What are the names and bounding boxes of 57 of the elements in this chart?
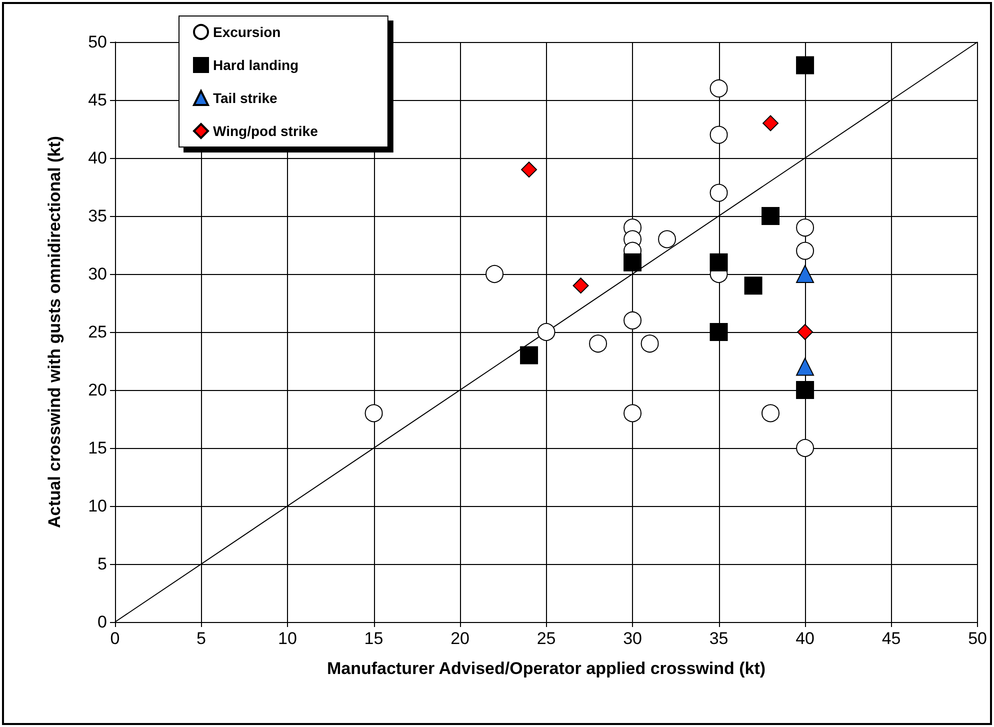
point [624, 253, 642, 272]
y-tick-label: 40 [88, 148, 107, 168]
point [624, 311, 642, 330]
point [796, 265, 814, 283]
point [796, 218, 814, 237]
x-tick-label: 35 [709, 629, 728, 648]
x-tick-label: 0 [110, 629, 120, 648]
y-tick-label: 10 [88, 496, 107, 516]
x-tick-label: 10 [278, 629, 297, 648]
y-tick-label: 35 [88, 206, 107, 226]
point [572, 278, 589, 294]
y-tick-label: 20 [88, 380, 107, 400]
point [710, 79, 728, 98]
point [537, 323, 556, 341]
point [521, 162, 538, 178]
legend-label: Excursion [213, 24, 281, 40]
y-tick-label: 25 [88, 322, 107, 342]
x-tick-label: 40 [796, 629, 814, 648]
y-tick-label: 0 [98, 612, 107, 632]
x-tick-label: 30 [623, 629, 642, 648]
y-tick-label: 5 [98, 554, 107, 574]
x-tick-label: 5 [196, 629, 206, 648]
y-tick-label: 45 [88, 90, 107, 110]
x-tick-label: 45 [882, 629, 901, 648]
point [796, 358, 814, 376]
point [710, 126, 728, 144]
point [710, 323, 728, 341]
point [796, 56, 814, 74]
point [797, 324, 814, 340]
point [744, 276, 762, 295]
y-tick-label: 15 [88, 438, 107, 458]
point [589, 334, 608, 353]
x-tick-label: 15 [364, 629, 384, 648]
point [624, 404, 642, 422]
point [364, 404, 383, 422]
y-tick-label: 50 [88, 32, 107, 52]
x-tick-label: 20 [450, 629, 470, 648]
legend-label: Hard landing [213, 57, 299, 73]
x-tick-label: 50 [968, 629, 988, 648]
y-tick-label: 30 [88, 264, 107, 284]
point [710, 253, 728, 272]
point [658, 230, 676, 248]
point [762, 115, 779, 132]
legend-label: Wing/pod strike [213, 123, 318, 139]
point [762, 207, 780, 225]
x-tick-label: 25 [536, 629, 556, 648]
point [710, 184, 728, 202]
point [640, 334, 659, 353]
legend-label: Tail strike [213, 90, 278, 106]
y-axis-title: Actual crosswind with gusts omnidirectional (kt) [45, 136, 64, 528]
point [796, 439, 814, 457]
point [796, 381, 814, 399]
point [486, 265, 504, 283]
x-axis-title: Manufacturer Advised/Operator applied crosswind (kt) [326, 659, 766, 678]
point [762, 404, 780, 422]
point [520, 346, 538, 364]
point [796, 242, 814, 260]
